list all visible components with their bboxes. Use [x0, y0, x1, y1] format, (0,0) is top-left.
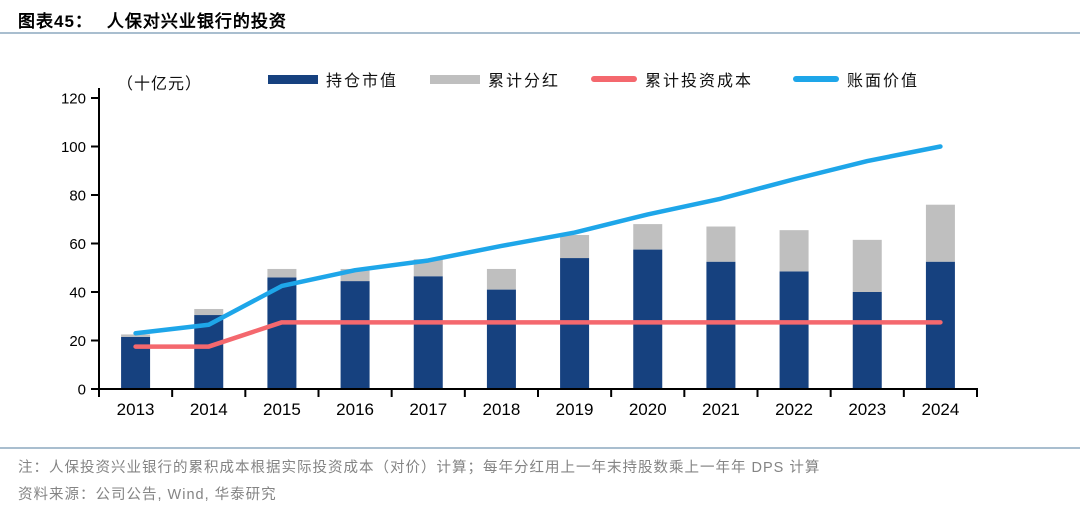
- bar-cumulative-dividend: [194, 308, 224, 316]
- figure-title-text: 人保对兴业银行的投资: [106, 12, 287, 31]
- bar-market-value: [486, 289, 516, 389]
- figure-number-label: 图表45：: [18, 12, 93, 31]
- legend-item-book-value: 账面价值: [793, 68, 919, 90]
- legend-swatch-bar-gray: [430, 74, 480, 84]
- legend-label: 累计分红: [488, 73, 561, 90]
- y-tick-label: 100: [61, 139, 86, 156]
- y-tick-label: 0: [78, 382, 86, 399]
- x-category-label: 2024: [922, 400, 960, 419]
- bar-cumulative-dividend: [486, 268, 516, 290]
- legend-item-cumulative-cost: 累计投资成本: [591, 68, 753, 90]
- bar-cumulative-dividend: [560, 235, 590, 259]
- line-book-value: [133, 144, 943, 336]
- legend-label: 持仓市值: [326, 73, 399, 90]
- bar-market-value: [779, 271, 809, 389]
- bar-market-value: [267, 277, 297, 389]
- bar-market-value: [633, 249, 663, 389]
- x-category-label: 2014: [190, 400, 228, 419]
- bar-market-value: [706, 261, 736, 389]
- y-tick-label: 120: [61, 91, 86, 108]
- legend-swatch-line-cyan: [793, 76, 839, 82]
- x-category-label: 2015: [263, 400, 301, 419]
- x-category-label: 2023: [848, 400, 886, 419]
- legend-swatch-bar-navy: [268, 74, 318, 84]
- y-tick-label: 60: [69, 236, 86, 253]
- bar-cumulative-dividend: [852, 239, 882, 292]
- footnote: 注：人保投资兴业银行的累积成本根据实际投资成本（对价）计算；每年分红用上一年末持…: [18, 460, 821, 476]
- bar-cumulative-dividend: [779, 230, 809, 272]
- bar-cumulative-dividend: [121, 334, 151, 337]
- legend-swatch-line-red: [591, 76, 637, 82]
- x-category-label: 2017: [409, 400, 447, 419]
- title-divider: [0, 32, 1080, 34]
- bar-market-value: [852, 292, 882, 389]
- y-tick-label: 80: [69, 188, 86, 205]
- x-category-label: 2013: [117, 400, 155, 419]
- x-category-label: 2018: [483, 400, 521, 419]
- legend-label: 账面价值: [847, 73, 920, 90]
- x-category-label: 2022: [775, 400, 813, 419]
- x-category-label: 2021: [702, 400, 740, 419]
- legend-label: 累计投资成本: [645, 73, 754, 90]
- bar-cumulative-dividend: [706, 226, 736, 262]
- figure-title: 图表45： 人保对兴业银行的投资: [18, 7, 287, 32]
- footer-divider: [0, 447, 1080, 449]
- y-tick-label: 40: [69, 285, 86, 302]
- y-tick-label: 20: [69, 333, 86, 350]
- bar-cumulative-dividend: [925, 204, 955, 262]
- source-note: 资料来源：公司公告, Wind, 华泰研究: [18, 487, 277, 503]
- axis-unit-label: （十亿元）: [117, 76, 203, 93]
- bar-cumulative-dividend: [633, 224, 663, 250]
- x-category-label: 2019: [556, 400, 594, 419]
- x-category-label: 2020: [629, 400, 667, 419]
- bar-market-value: [925, 261, 955, 389]
- bar-market-value: [413, 276, 443, 389]
- bar-market-value: [340, 281, 370, 389]
- x-category-label: 2016: [336, 400, 374, 419]
- legend-item-market-value: 持仓市值: [268, 68, 398, 90]
- line-cumulative-cost: [133, 320, 943, 349]
- bar-cumulative-dividend: [267, 268, 297, 278]
- legend-item-cumulative-dividend: 累计分红: [430, 68, 560, 90]
